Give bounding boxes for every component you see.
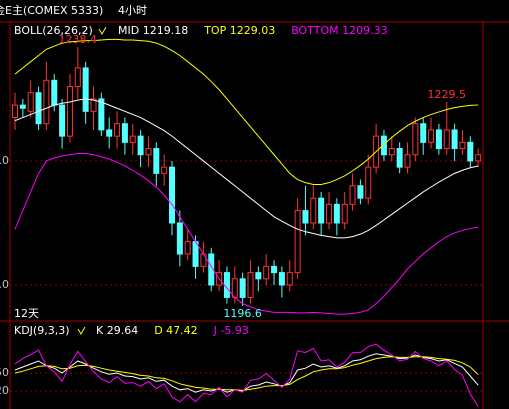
- candle-body: [161, 166, 168, 174]
- candle-body: [51, 79, 58, 106]
- candle-body: [396, 148, 403, 168]
- candle-body: [326, 203, 332, 224]
- y-tick-label: 50: [0, 366, 9, 379]
- price-annotation: 1229.5: [428, 88, 467, 101]
- candle-body: [357, 185, 364, 199]
- indicator-title[interactable]: BOLL(26,26,2): [14, 24, 93, 37]
- candle-body: [43, 79, 50, 125]
- candle-body: [467, 141, 474, 162]
- candle-body: [169, 166, 175, 224]
- legend-entry: MID 1219.18: [118, 24, 188, 37]
- candle-body: [349, 185, 356, 205]
- indicator-line: [14, 38, 479, 186]
- candle-body: [428, 129, 435, 143]
- candle-body: [286, 272, 293, 286]
- candle-body: [420, 123, 427, 143]
- candle-body: [278, 272, 285, 286]
- candle-body: [12, 104, 18, 119]
- legend-entry: D 47.42: [154, 324, 197, 337]
- candle-body: [98, 98, 105, 131]
- y-tick-label: 1220.0: [0, 154, 9, 167]
- candle-body: [114, 123, 121, 137]
- candle-body: [263, 265, 270, 280]
- candle-body: [223, 272, 230, 298]
- price-annotation: 1238.4: [59, 33, 98, 46]
- candle-body: [66, 86, 73, 137]
- candle-body: [388, 148, 395, 156]
- candle-body: [153, 148, 160, 174]
- indicator-line: [14, 343, 479, 407]
- candle-body: [192, 241, 199, 267]
- y-tick-label: 20: [0, 384, 9, 397]
- candle-body: [74, 67, 81, 88]
- dropdown-icon[interactable]: [98, 26, 107, 35]
- legend-entry: J -5.93: [213, 324, 249, 337]
- candle-body: [333, 203, 340, 224]
- candle-body: [380, 135, 387, 156]
- y-tick-label: 1200.0: [0, 278, 9, 291]
- indicator-line: [14, 98, 479, 239]
- candle-body: [271, 265, 278, 274]
- period-label: 12天: [14, 307, 39, 320]
- legend-entry: K 29.64: [96, 324, 138, 337]
- candle-body: [90, 98, 97, 112]
- indicator-title[interactable]: KDJ(9,3,3): [14, 324, 70, 337]
- candle-body: [121, 123, 128, 143]
- legend-entry: BOTTOM 1209.33: [291, 24, 387, 37]
- candle-body: [35, 92, 42, 125]
- candle-body: [310, 197, 317, 224]
- candle-body: [294, 210, 301, 274]
- candle-body: [365, 166, 372, 199]
- indicator-line: [14, 356, 479, 391]
- legend-entry: TOP 1229.03: [203, 24, 275, 37]
- period[interactable]: 4小时: [118, 4, 147, 17]
- candle-body: [451, 129, 458, 150]
- indicator-line: [14, 353, 479, 393]
- price-annotation: 1196.6: [223, 307, 262, 320]
- candle-body: [27, 92, 34, 112]
- candle-body: [404, 154, 411, 168]
- candle-body: [59, 104, 66, 137]
- symbol: 金E主(COMEX 5333): [0, 3, 103, 17]
- candle-body: [443, 129, 450, 150]
- candle-body: [302, 210, 309, 224]
- dropdown-icon[interactable]: [77, 326, 86, 335]
- candle-body: [475, 154, 482, 162]
- candle-body: [247, 272, 254, 298]
- candle-body: [137, 135, 144, 156]
- candle-body: [412, 123, 419, 156]
- candle-body: [184, 241, 191, 255]
- candle-body: [19, 104, 26, 109]
- candle-body: [459, 141, 466, 150]
- candle-body: [82, 67, 89, 112]
- candle-body: [239, 278, 246, 298]
- candle-body: [106, 129, 113, 137]
- candle-body: [129, 135, 136, 143]
- candle-body: [341, 203, 348, 224]
- candle-body: [255, 272, 262, 280]
- indicator-line: [14, 153, 479, 315]
- candle-body: [435, 129, 442, 150]
- candle-body: [176, 222, 183, 255]
- candle-body: [318, 197, 325, 224]
- candle-body: [145, 148, 152, 156]
